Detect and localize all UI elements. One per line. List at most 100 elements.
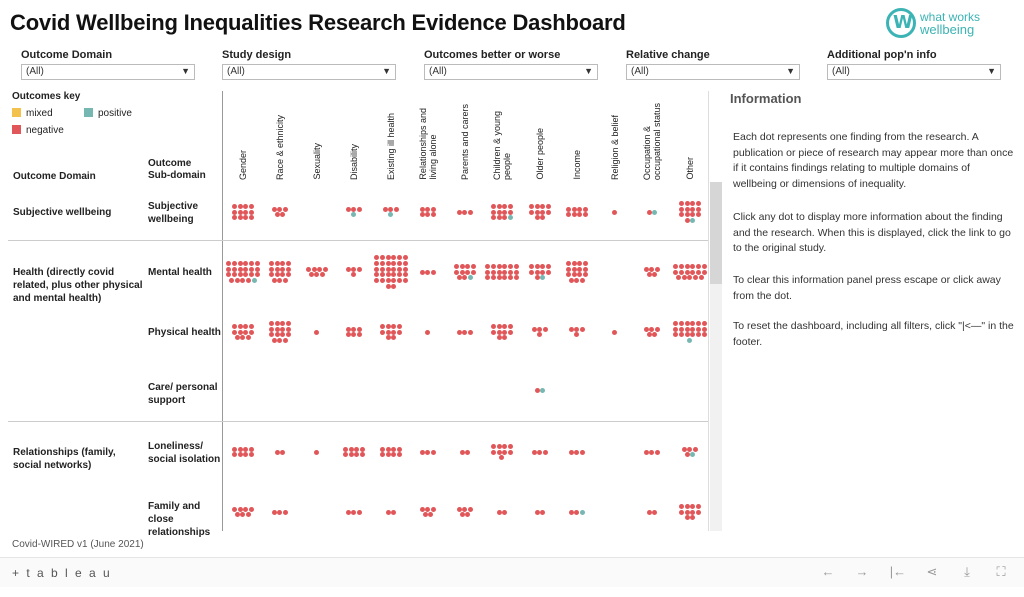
negative-finding-dot[interactable] — [243, 215, 249, 221]
negative-finding-dot[interactable] — [684, 206, 690, 212]
negative-finding-dot[interactable] — [237, 209, 243, 215]
negative-finding-dot[interactable] — [425, 212, 431, 218]
reset-icon[interactable]: |← — [889, 564, 907, 579]
negative-finding-dot[interactable] — [231, 215, 237, 221]
negative-finding-dot[interactable] — [385, 509, 391, 515]
negative-finding-dot[interactable] — [274, 320, 280, 326]
negative-finding-dot[interactable] — [379, 266, 385, 272]
negative-finding-dot[interactable] — [496, 263, 502, 269]
negative-finding-dot[interactable] — [246, 335, 252, 341]
positive-finding-dot[interactable] — [388, 212, 394, 218]
negative-finding-dot[interactable] — [391, 452, 397, 458]
negative-finding-dot[interactable] — [226, 260, 232, 266]
negative-finding-dot[interactable] — [643, 266, 649, 272]
negative-finding-dot[interactable] — [502, 335, 508, 341]
negative-finding-dot[interactable] — [425, 449, 431, 455]
negative-finding-dot[interactable] — [237, 203, 243, 209]
negative-finding-dot[interactable] — [643, 449, 649, 455]
negative-finding-dot[interactable] — [397, 272, 403, 278]
negative-finding-dot[interactable] — [696, 200, 702, 206]
negative-finding-dot[interactable] — [471, 269, 477, 275]
negative-finding-dot[interactable] — [684, 509, 690, 515]
negative-finding-dot[interactable] — [388, 206, 394, 212]
negative-finding-dot[interactable] — [240, 278, 246, 284]
negative-finding-dot[interactable] — [419, 506, 425, 512]
negative-finding-dot[interactable] — [286, 320, 292, 326]
negative-finding-dot[interactable] — [397, 446, 403, 452]
negative-finding-dot[interactable] — [226, 266, 232, 272]
negative-finding-dot[interactable] — [684, 332, 690, 338]
negative-finding-dot[interactable] — [534, 509, 540, 515]
negative-finding-dot[interactable] — [274, 260, 280, 266]
negative-finding-dot[interactable] — [348, 452, 354, 458]
negative-finding-dot[interactable] — [271, 278, 277, 284]
negative-finding-dot[interactable] — [496, 449, 502, 455]
negative-finding-dot[interactable] — [402, 255, 408, 261]
negative-finding-dot[interactable] — [508, 329, 514, 335]
negative-finding-dot[interactable] — [490, 215, 496, 221]
negative-finding-dot[interactable] — [612, 209, 618, 215]
negative-finding-dot[interactable] — [490, 323, 496, 329]
negative-finding-dot[interactable] — [508, 269, 514, 275]
relative-change-select[interactable]: (All) ▼ — [626, 64, 800, 80]
negative-finding-dot[interactable] — [534, 269, 540, 275]
positive-finding-dot[interactable] — [690, 218, 696, 224]
negative-finding-dot[interactable] — [537, 332, 543, 338]
negative-finding-dot[interactable] — [502, 443, 508, 449]
negative-finding-dot[interactable] — [237, 323, 243, 329]
negative-finding-dot[interactable] — [402, 260, 408, 266]
fullscreen-icon[interactable]: ⛶ — [996, 564, 1006, 579]
negative-finding-dot[interactable] — [508, 275, 514, 281]
positive-finding-dot[interactable] — [540, 387, 546, 393]
negative-finding-dot[interactable] — [391, 329, 397, 335]
negative-finding-dot[interactable] — [428, 512, 434, 518]
negative-finding-dot[interactable] — [231, 329, 237, 335]
negative-finding-dot[interactable] — [502, 275, 508, 281]
negative-finding-dot[interactable] — [502, 329, 508, 335]
negative-finding-dot[interactable] — [254, 272, 260, 278]
negative-finding-dot[interactable] — [577, 206, 583, 212]
negative-finding-dot[interactable] — [465, 449, 471, 455]
negative-finding-dot[interactable] — [646, 332, 652, 338]
negative-finding-dot[interactable] — [286, 272, 292, 278]
negative-finding-dot[interactable] — [681, 275, 687, 281]
negative-finding-dot[interactable] — [696, 326, 702, 332]
negative-finding-dot[interactable] — [274, 449, 280, 455]
negative-finding-dot[interactable] — [508, 203, 514, 209]
scrollbar-thumb[interactable] — [710, 182, 722, 284]
negative-finding-dot[interactable] — [577, 266, 583, 272]
negative-finding-dot[interactable] — [305, 266, 311, 272]
negative-finding-dot[interactable] — [655, 449, 661, 455]
negative-finding-dot[interactable] — [496, 209, 502, 215]
negative-finding-dot[interactable] — [678, 212, 684, 218]
negative-finding-dot[interactable] — [237, 329, 243, 335]
negative-finding-dot[interactable] — [277, 338, 283, 344]
negative-finding-dot[interactable] — [243, 260, 249, 266]
negative-finding-dot[interactable] — [345, 509, 351, 515]
negative-finding-dot[interactable] — [286, 266, 292, 272]
negative-finding-dot[interactable] — [237, 266, 243, 272]
negative-finding-dot[interactable] — [690, 320, 696, 326]
negative-finding-dot[interactable] — [540, 215, 546, 221]
negative-finding-dot[interactable] — [402, 266, 408, 272]
negative-finding-dot[interactable] — [696, 503, 702, 509]
negative-finding-dot[interactable] — [268, 332, 274, 338]
negative-finding-dot[interactable] — [342, 446, 348, 452]
positive-finding-dot[interactable] — [540, 275, 546, 281]
negative-finding-dot[interactable] — [419, 449, 425, 455]
negative-finding-dot[interactable] — [571, 206, 577, 212]
negative-finding-dot[interactable] — [425, 506, 431, 512]
negative-finding-dot[interactable] — [286, 332, 292, 338]
negative-finding-dot[interactable] — [379, 272, 385, 278]
negative-finding-dot[interactable] — [513, 269, 519, 275]
negative-finding-dot[interactable] — [231, 452, 237, 458]
negative-finding-dot[interactable] — [696, 212, 702, 218]
negative-finding-dot[interactable] — [249, 203, 255, 209]
negative-finding-dot[interactable] — [502, 269, 508, 275]
negative-finding-dot[interactable] — [431, 506, 437, 512]
negative-finding-dot[interactable] — [231, 260, 237, 266]
negative-finding-dot[interactable] — [345, 332, 351, 338]
negative-finding-dot[interactable] — [425, 269, 431, 275]
negative-finding-dot[interactable] — [243, 266, 249, 272]
negative-finding-dot[interactable] — [490, 263, 496, 269]
